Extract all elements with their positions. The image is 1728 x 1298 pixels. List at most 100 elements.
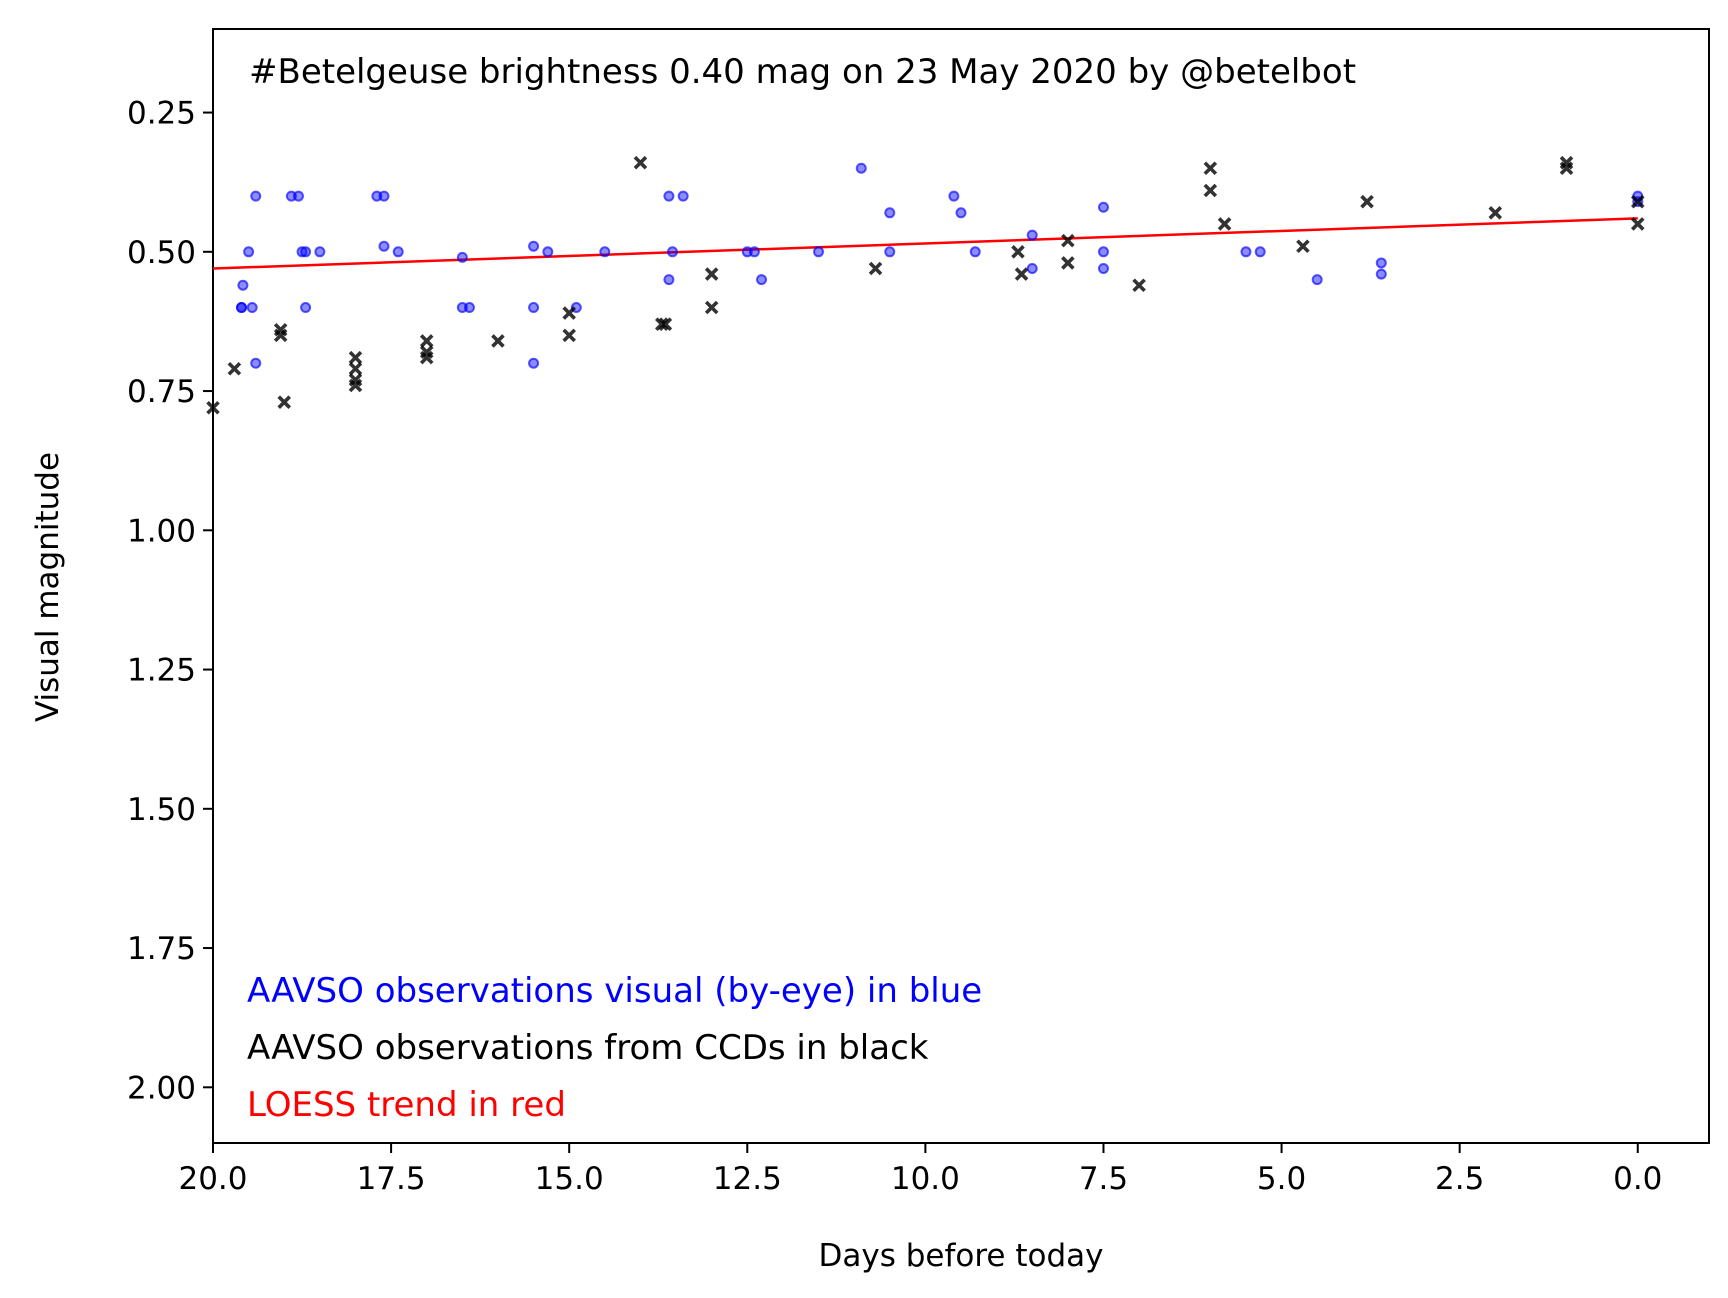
visual-observation-point <box>300 302 312 313</box>
chart-title: #Betelgeuse brightness 0.40 mag on 23 Ma… <box>249 52 1356 92</box>
visual-observation-point <box>884 207 896 219</box>
visual-observation-point <box>666 246 678 258</box>
ccd-observation-point <box>1203 161 1218 176</box>
ccd-observation-point <box>348 350 363 365</box>
ccd-observation-point <box>1488 206 1503 220</box>
visual-observation-point <box>246 302 258 313</box>
trend-group <box>212 217 1638 270</box>
visual-observation-point <box>542 246 554 258</box>
ccd-observation-point <box>1061 233 1075 248</box>
ccd-observation-point <box>277 395 292 409</box>
visual-observation-point <box>756 274 768 286</box>
ccd-observation-point <box>1014 267 1029 281</box>
ccd-observation-point <box>1011 245 1025 259</box>
visual-observation-point <box>813 246 825 258</box>
visual-observation-point <box>528 240 540 252</box>
visual-observation-point <box>663 190 675 202</box>
ccd-observation-point <box>704 300 719 315</box>
visual-observation-point <box>378 190 390 202</box>
ccd-observation-point <box>227 361 242 376</box>
y-tick-label: 1.00 <box>127 513 196 549</box>
ccd-observation-point <box>562 328 576 343</box>
x-tick-label: 17.5 <box>357 1161 426 1197</box>
visual-observation-point <box>884 246 896 258</box>
ccd-observation-point <box>1132 278 1146 292</box>
annotation-visual: AAVSO observations visual (by-eye) in bl… <box>247 971 982 1011</box>
x-tick-label: 15.0 <box>535 1161 604 1197</box>
visual-observation-point <box>1026 263 1038 275</box>
point-group <box>206 155 1645 415</box>
ccd-observation-point <box>348 361 363 376</box>
visual-observation-point <box>237 279 249 291</box>
plot-frame <box>212 28 1710 1144</box>
trend-line <box>212 217 1638 270</box>
y-tick-label: 1.75 <box>127 931 196 967</box>
ccd-observation-point <box>1630 217 1645 231</box>
ccd-observation-point <box>1360 194 1374 209</box>
ccd-observation-point <box>1559 161 1574 176</box>
tick-group: 20.0 17.5 15.0 12.5 10.0 7.5 5.0 2.5 0.0 0.25 0.50… <box>127 96 1662 1197</box>
visual-observation-point <box>1240 246 1252 258</box>
annotation-trend: LOESS trend in red <box>247 1085 566 1125</box>
ccd-observation-point <box>348 378 363 393</box>
visual-observation-point <box>748 246 760 258</box>
x-tick-label: 2.5 <box>1435 1161 1484 1197</box>
visual-observation-point <box>1097 263 1109 275</box>
x-axis-label: Days before today <box>819 1238 1104 1274</box>
x-tick-label: 20.0 <box>178 1161 247 1197</box>
x-tick-label: 12.5 <box>713 1161 782 1197</box>
visual-observation-point <box>663 274 675 286</box>
visual-observation-point <box>1375 257 1387 269</box>
visual-observation-point <box>250 357 262 369</box>
ccd-observation-point <box>491 334 505 348</box>
visual-observation-point <box>235 302 247 313</box>
visual-observation-point <box>250 190 262 202</box>
visual-observation-point <box>1097 201 1109 213</box>
visual-observation-point <box>243 246 255 258</box>
visual-observation-point <box>955 207 967 219</box>
y-tick-label: 1.50 <box>127 792 196 828</box>
visual-observation-point <box>1026 229 1038 241</box>
ccd-observation-point <box>1630 194 1645 209</box>
visual-observation-point <box>1311 274 1323 286</box>
ccd-observation-point <box>1061 256 1075 270</box>
visual-observation-point <box>300 246 312 258</box>
ccd-observation-point <box>658 317 673 331</box>
ccd-observation-point <box>419 334 434 348</box>
ccd-observation-point <box>206 400 220 415</box>
x-tick-label: 5.0 <box>1257 1161 1306 1197</box>
ccd-observation-point <box>419 350 434 365</box>
visual-observation-point <box>528 302 540 313</box>
x-tick-label: 10.0 <box>891 1161 960 1197</box>
ccd-observation-point <box>655 317 669 331</box>
annotation-ccd: AAVSO observations from CCDs in black <box>247 1028 929 1068</box>
ccd-observation-point <box>1296 239 1310 254</box>
visual-observation-point <box>1254 246 1266 258</box>
y-tick-label: 1.25 <box>127 653 196 689</box>
ccd-observation-point <box>1217 217 1232 231</box>
y-tick-label: 2.00 <box>127 1070 196 1106</box>
visual-observation-point <box>677 190 689 202</box>
ccd-observation-point <box>633 155 648 170</box>
x-tick-label: 0.0 <box>1613 1161 1662 1197</box>
ccd-observation-point <box>704 267 719 281</box>
y-tick-label: 0.75 <box>127 374 196 410</box>
visual-observation-point <box>1097 246 1109 258</box>
visual-observation-point <box>463 302 475 313</box>
ccd-observation-point <box>868 261 883 276</box>
ccd-observation-point <box>273 323 288 337</box>
visual-observation-point <box>528 357 540 369</box>
visual-observation-point <box>292 190 304 202</box>
y-axis-label: Visual magnitude <box>30 452 66 722</box>
visual-observation-point <box>948 190 960 202</box>
y-tick-label: 0.50 <box>127 235 196 271</box>
y-tick-label: 0.25 <box>127 96 196 132</box>
x-tick-label: 7.5 <box>1079 1161 1128 1197</box>
visual-observation-point <box>969 246 981 258</box>
visual-observation-point <box>1375 268 1387 280</box>
visual-observation-point <box>599 246 611 258</box>
ccd-observation-point <box>562 306 576 320</box>
visual-observation-point <box>314 246 326 258</box>
visual-observation-point <box>392 246 404 258</box>
